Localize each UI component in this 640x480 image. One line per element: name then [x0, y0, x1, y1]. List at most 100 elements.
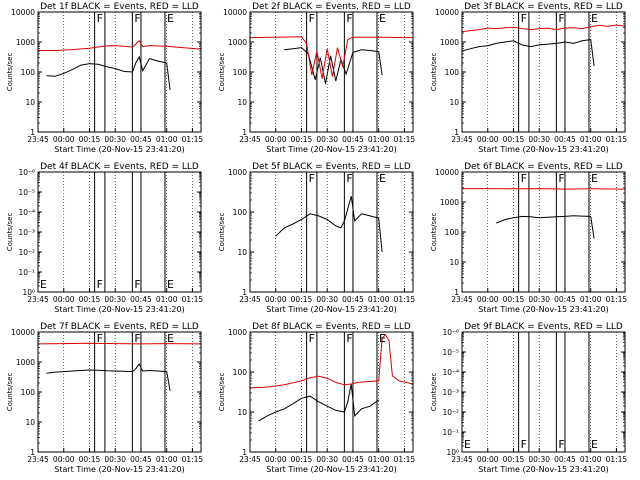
phase-marker-label: E	[167, 278, 174, 291]
y-axis-title: Counts/sec	[6, 213, 14, 252]
phase-marker-label: E	[379, 332, 386, 345]
x-tick-label: 23:45	[451, 295, 473, 304]
phase-marker-label: E	[167, 12, 174, 25]
x-tick-label: 00:00	[53, 455, 75, 464]
x-tick-label: 00:45	[130, 295, 152, 304]
panel-title: Det 1f BLACK = Events, RED = LLD	[40, 2, 199, 12]
x-tick-label: 00:15	[291, 295, 313, 304]
y-tick-label: 1000	[440, 198, 459, 207]
phase-marker-label: F	[521, 172, 527, 185]
events-series-line	[46, 363, 171, 391]
x-tick-label: 00:45	[554, 135, 576, 144]
y-tick-label: 10⁰	[446, 448, 459, 457]
x-tick-label: 00:45	[554, 455, 576, 464]
lld-series-line	[249, 333, 414, 389]
x-tick-label: 00:45	[342, 295, 364, 304]
phase-marker-label: F	[346, 332, 352, 345]
y-tick-label: 1	[242, 288, 247, 297]
x-tick-label: 01:00	[368, 295, 390, 304]
events-series-line	[461, 39, 595, 66]
y-tick-label: 10000	[435, 8, 459, 17]
x-tick-label: 00:30	[316, 135, 338, 144]
y-axis-title: Counts/sec	[6, 53, 14, 92]
y-axis-title: Counts/sec	[6, 373, 14, 412]
x-tick-label: 01:15	[606, 455, 628, 464]
lld-series-line	[37, 342, 202, 345]
lld-series-line	[461, 24, 626, 33]
y-axis-title: Counts/sec	[218, 373, 226, 412]
x-tick-label: 23:45	[451, 135, 473, 144]
y-tick-label: 1	[242, 128, 247, 137]
y-tick-label: 1000	[440, 38, 459, 47]
plot-frame	[37, 11, 202, 133]
x-tick-label: 00:30	[104, 295, 126, 304]
phase-marker-label: F	[97, 278, 103, 291]
y-axis-title: Counts/sec	[218, 53, 226, 92]
y-tick-label: 10⁻¹	[18, 268, 35, 277]
y-axis-title: Counts/sec	[430, 213, 438, 252]
plot-frame	[461, 171, 626, 293]
events-series-line	[275, 195, 383, 253]
phase-marker-label: E	[167, 332, 174, 345]
y-tick-label: 100	[21, 68, 36, 77]
x-tick-label: 00:30	[104, 455, 126, 464]
phase-marker-label: F	[134, 278, 140, 291]
phase-marker-label: E	[464, 438, 471, 451]
y-tick-label: 10000	[11, 328, 35, 337]
x-tick-label: 00:30	[316, 295, 338, 304]
phase-marker-label: F	[309, 172, 315, 185]
y-tick-label: 10000	[11, 8, 35, 17]
x-tick-label: 00:30	[528, 455, 550, 464]
x-tick-label: 01:15	[394, 295, 416, 304]
panel-title: Det 7f BLACK = Events, RED = LLD	[40, 322, 199, 332]
plot-frame	[249, 171, 414, 293]
panel-title: Det 5f BLACK = Events, RED = LLD	[252, 162, 411, 172]
plot-frame	[461, 11, 626, 133]
y-tick-label: 100	[233, 368, 248, 377]
events-series-line	[258, 383, 379, 422]
panel-title: Det 3f BLACK = Events, RED = LLD	[464, 2, 623, 12]
y-tick-label: 1	[30, 128, 35, 137]
x-tick-label: 01:15	[182, 455, 204, 464]
x-axis-title: Start Time (20-Nov-15 23:41:20)	[54, 305, 184, 314]
phase-marker-label: F	[97, 332, 103, 345]
phase-marker-label: F	[346, 172, 352, 185]
phase-marker-label: E	[591, 12, 598, 25]
y-tick-label: 1000	[16, 38, 35, 47]
x-tick-label: 23:45	[27, 295, 49, 304]
events-series-line	[284, 47, 383, 84]
lld-series-line	[249, 36, 414, 79]
lld-series-line	[462, 188, 626, 190]
x-tick-label: 00:00	[477, 295, 499, 304]
y-tick-label: 10	[25, 98, 35, 107]
phase-marker-label: E	[40, 278, 47, 291]
phase-marker-label: F	[558, 12, 564, 25]
x-tick-label: 01:15	[606, 295, 628, 304]
x-tick-label: 00:15	[503, 295, 525, 304]
x-tick-label: 01:00	[156, 135, 178, 144]
y-tick-label: 100	[21, 388, 36, 397]
x-tick-label: 00:45	[130, 135, 152, 144]
x-tick-label: 23:45	[239, 455, 261, 464]
x-tick-label: 23:45	[239, 135, 261, 144]
x-axis-title: Start Time (20-Nov-15 23:41:20)	[54, 145, 184, 154]
y-tick-label: 10	[449, 98, 459, 107]
y-tick-label: 10	[237, 98, 247, 107]
x-tick-label: 00:00	[53, 295, 75, 304]
panel-title: Det 9f BLACK = Events, RED = LLD	[464, 322, 623, 332]
phase-marker-label: F	[134, 12, 140, 25]
phase-marker-label: F	[309, 12, 315, 25]
x-tick-label: 00:00	[477, 455, 499, 464]
panel-title: Det 8f BLACK = Events, RED = LLD	[252, 322, 411, 332]
phase-marker-label: F	[346, 12, 352, 25]
x-tick-label: 00:30	[528, 295, 550, 304]
y-tick-label: 100	[445, 68, 460, 77]
plot-frame	[249, 331, 414, 453]
y-tick-label: 10000	[223, 8, 247, 17]
x-tick-label: 00:00	[477, 135, 499, 144]
